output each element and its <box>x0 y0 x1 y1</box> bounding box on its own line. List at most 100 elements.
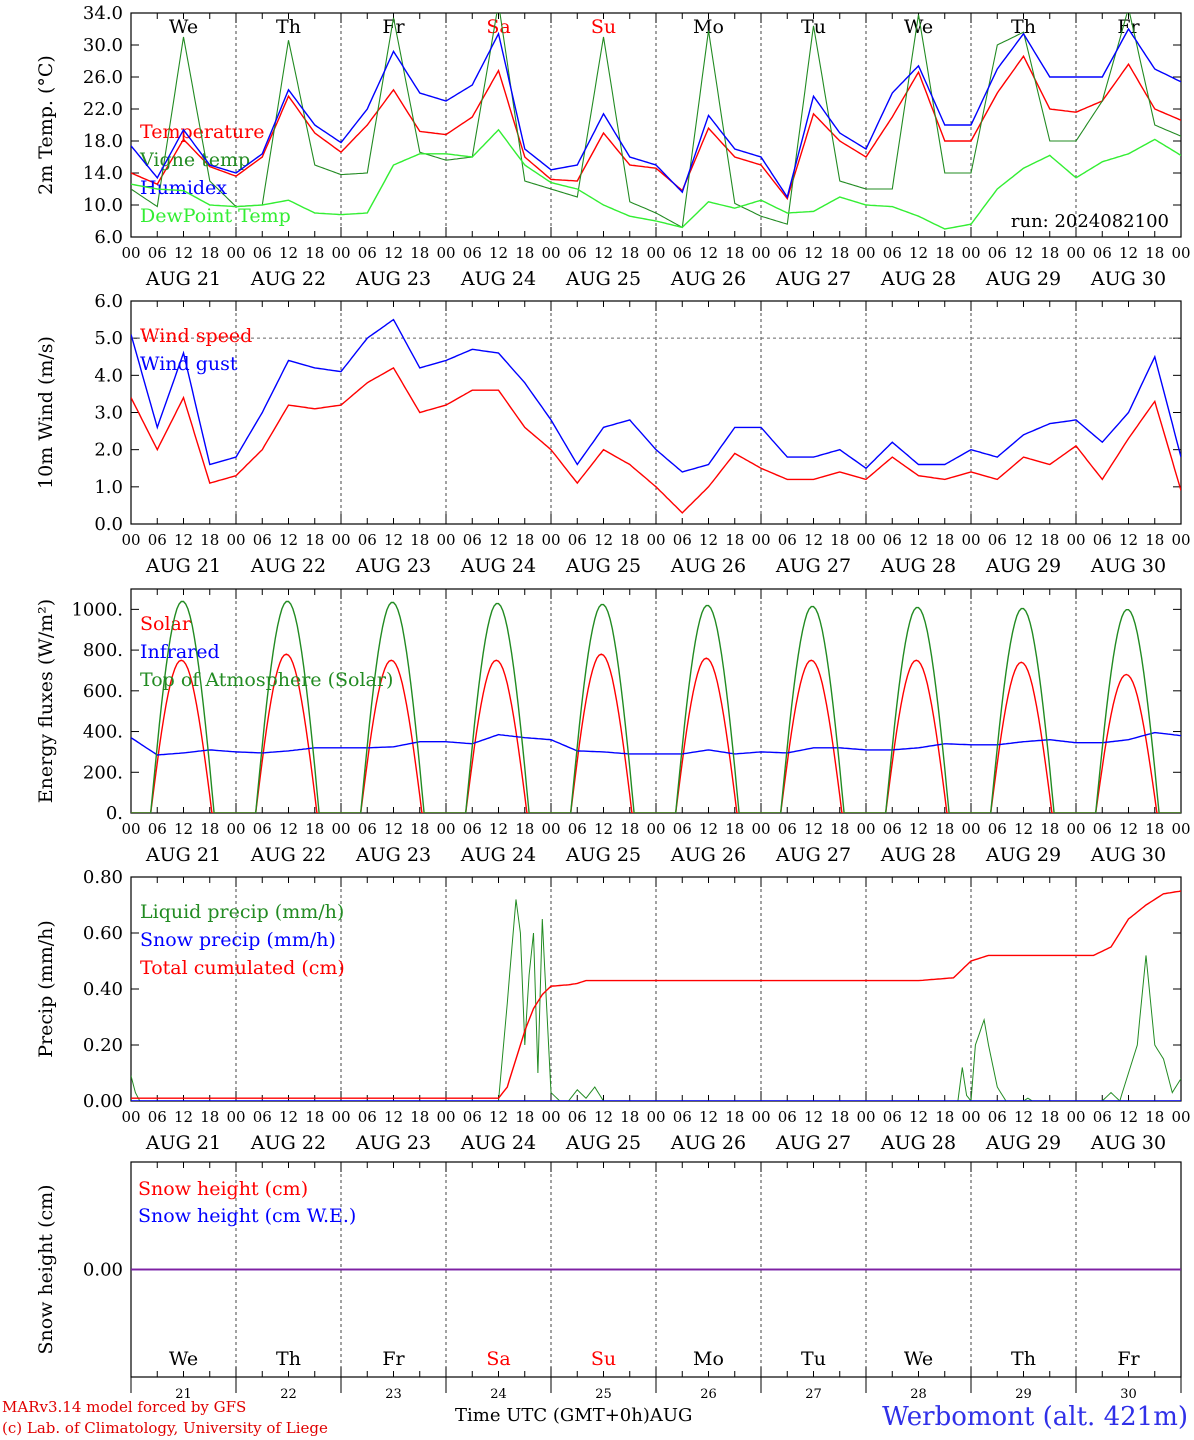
x-hour-label: 12 <box>279 820 298 838</box>
x-hour-label: 00 <box>226 531 245 549</box>
x-date-label: AUG 26 <box>670 1132 746 1154</box>
legend-entry: Humidex <box>140 177 227 199</box>
legend-entry: Snow precip (mm/h) <box>140 929 336 951</box>
x-hour-label: 00 <box>961 244 980 262</box>
x-date-label: AUG 29 <box>985 1132 1061 1154</box>
x-hour-label: 06 <box>358 1108 377 1126</box>
x-hour-label: 06 <box>883 244 902 262</box>
x-hour-label: 18 <box>725 531 744 549</box>
weekday-label: Mo <box>693 16 724 38</box>
x-hour-label: 18 <box>515 1108 534 1126</box>
x-date-label: AUG 23 <box>355 268 431 290</box>
x-hour-label: 18 <box>200 1108 219 1126</box>
x-hour-label: 00 <box>856 1108 875 1126</box>
x-hour-label: 06 <box>253 820 272 838</box>
x-hour-label: 06 <box>988 244 1007 262</box>
x-hour-label: 06 <box>568 820 587 838</box>
y-tick-label: 6.0 <box>94 227 123 248</box>
x-hour-label: 18 <box>1040 1108 1059 1126</box>
x-date-label: AUG 28 <box>880 844 956 866</box>
x-date-label: AUG 23 <box>355 555 431 577</box>
weekday-label: Th <box>1011 1348 1036 1370</box>
y-tick-label: 600. <box>83 681 123 702</box>
weekday-label: Su <box>591 1348 616 1370</box>
weekday-label: Fr <box>1117 1348 1140 1370</box>
x-hour-label: 12 <box>384 244 403 262</box>
x-hour-label: 18 <box>830 244 849 262</box>
x-hour-label: 06 <box>253 244 272 262</box>
x-hour-label: 06 <box>463 820 482 838</box>
x-date-label: AUG 21 <box>145 268 221 290</box>
x-date-label: AUG 24 <box>460 268 536 290</box>
x-hour-label: 18 <box>1145 1108 1164 1126</box>
x-hour-label: 00 <box>961 1108 980 1126</box>
y-axis-label: Precip (mm/h) <box>35 920 57 1058</box>
weekday-label: Mo <box>693 1348 724 1370</box>
x-hour-label: 06 <box>1093 820 1112 838</box>
legend-entry: DewPoint Temp <box>140 205 291 227</box>
series-line <box>131 54 1181 201</box>
x-hour-label: 18 <box>410 531 429 549</box>
x-hour-label: 12 <box>279 531 298 549</box>
x-date-label: AUG 22 <box>250 555 326 577</box>
x-hour-label: 18 <box>620 820 639 838</box>
x-date-label: AUG 30 <box>1090 844 1166 866</box>
x-hour-label: 12 <box>489 1108 508 1126</box>
weekday-label: Fr <box>1117 16 1140 38</box>
x-hour-label: 06 <box>568 531 587 549</box>
x-hour-label: 06 <box>358 531 377 549</box>
x-hour-label: 18 <box>620 1108 639 1126</box>
x-hour-label: 12 <box>384 531 403 549</box>
x-hour-label: 12 <box>489 244 508 262</box>
x-hour-label: 00 <box>121 820 140 838</box>
y-axis-label: 10m Wind (m/s) <box>35 336 57 489</box>
x-hour-label: 06 <box>778 1108 797 1126</box>
x-hour-label: 06 <box>673 1108 692 1126</box>
weekday-label: Th <box>1011 16 1036 38</box>
y-axis-label: Snow height (cm) <box>35 1184 57 1354</box>
x-hour-label: 18 <box>305 820 324 838</box>
y-axis-label: Energy fluxes (W/m²) <box>35 599 57 803</box>
day-number-label: 29 <box>1015 1387 1032 1402</box>
x-hour-label: 06 <box>358 820 377 838</box>
x-hour-label: 18 <box>1040 820 1059 838</box>
x-hour-label: 06 <box>148 820 167 838</box>
x-date-label: AUG 29 <box>985 268 1061 290</box>
x-date-label: AUG 24 <box>460 844 536 866</box>
x-hour-label: 18 <box>1145 531 1164 549</box>
x-hour-label: 00 <box>1171 1108 1190 1126</box>
legend-entry: Vigne temp <box>139 149 250 171</box>
x-hour-label: 06 <box>778 531 797 549</box>
y-tick-label: 34.0 <box>83 3 123 24</box>
x-hour-label: 18 <box>515 820 534 838</box>
x-hour-label: 00 <box>1171 244 1190 262</box>
weekday-label: We <box>169 16 198 38</box>
x-hour-label: 12 <box>909 531 928 549</box>
x-hour-label: 18 <box>830 820 849 838</box>
x-hour-label: 12 <box>804 531 823 549</box>
x-hour-label: 18 <box>1040 531 1059 549</box>
x-hour-label: 00 <box>541 244 560 262</box>
x-hour-label: 12 <box>174 1108 193 1126</box>
x-hour-label: 00 <box>961 531 980 549</box>
x-date-label: AUG 23 <box>355 844 431 866</box>
x-hour-label: 12 <box>1119 244 1138 262</box>
x-hour-label: 00 <box>436 1108 455 1126</box>
x-hour-label: 18 <box>1145 820 1164 838</box>
x-date-label: AUG 25 <box>565 268 641 290</box>
x-hour-label: 00 <box>226 820 245 838</box>
x-hour-label: 00 <box>121 244 140 262</box>
x-hour-label: 06 <box>673 531 692 549</box>
weekday-label: We <box>904 1348 933 1370</box>
x-hour-label: 00 <box>751 531 770 549</box>
x-hour-label: 00 <box>1066 244 1085 262</box>
x-hour-label: 00 <box>1066 820 1085 838</box>
x-hour-label: 00 <box>856 244 875 262</box>
weekday-label: Fr <box>382 16 405 38</box>
run-annotation: run: 2024082100 <box>1011 211 1169 232</box>
x-hour-label: 12 <box>1119 820 1138 838</box>
x-date-label: AUG 22 <box>250 1132 326 1154</box>
x-hour-label: 00 <box>1066 531 1085 549</box>
x-hour-label: 06 <box>1093 1108 1112 1126</box>
